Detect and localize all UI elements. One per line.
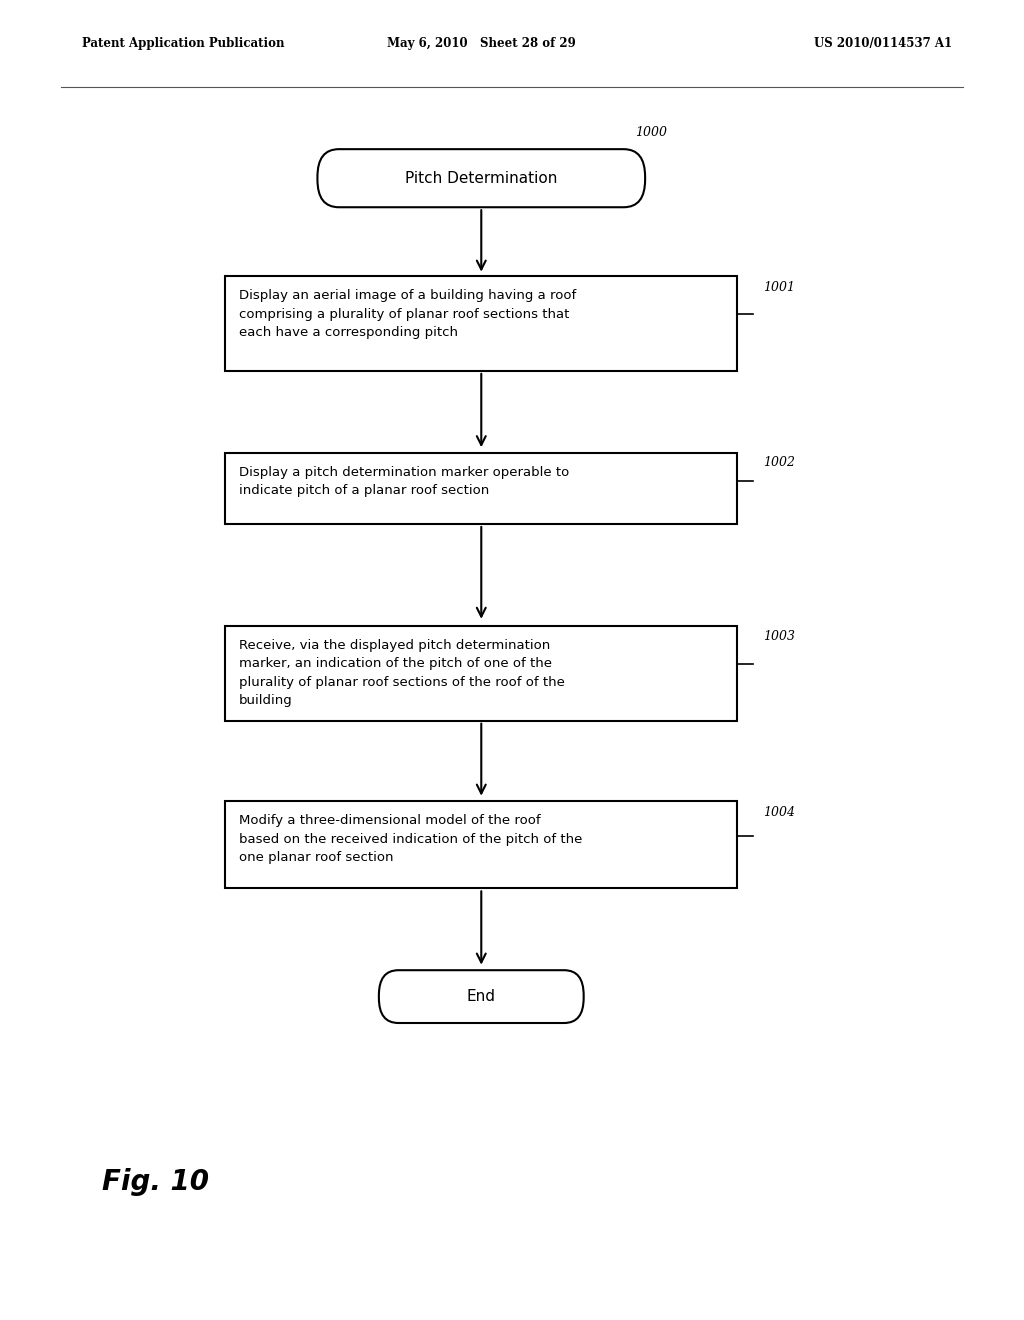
Text: End: End (467, 989, 496, 1005)
Text: Patent Application Publication: Patent Application Publication (82, 37, 285, 50)
FancyBboxPatch shape (317, 149, 645, 207)
FancyBboxPatch shape (379, 970, 584, 1023)
Text: May 6, 2010   Sheet 28 of 29: May 6, 2010 Sheet 28 of 29 (387, 37, 575, 50)
Text: 1000: 1000 (635, 125, 667, 139)
Bar (225, 453, 737, 524)
Text: Modify a three-dimensional model of the roof
based on the received indication of: Modify a three-dimensional model of the … (239, 814, 582, 865)
Text: Display an aerial image of a building having a roof
comprising a plurality of pl: Display an aerial image of a building ha… (239, 289, 575, 339)
Text: Pitch Determination: Pitch Determination (406, 170, 557, 186)
Text: US 2010/0114537 A1: US 2010/0114537 A1 (814, 37, 952, 50)
Bar (225, 626, 737, 721)
Text: Receive, via the displayed pitch determination
marker, an indication of the pitc: Receive, via the displayed pitch determi… (239, 639, 564, 708)
Text: Fig. 10: Fig. 10 (102, 1168, 209, 1196)
Text: 1002: 1002 (763, 457, 795, 470)
Text: 1004: 1004 (763, 805, 795, 818)
Text: 1001: 1001 (763, 281, 795, 293)
Bar (225, 276, 737, 371)
Text: 1003: 1003 (763, 631, 795, 643)
Text: Display a pitch determination marker operable to
indicate pitch of a planar roof: Display a pitch determination marker ope… (239, 466, 569, 498)
Bar (225, 801, 737, 888)
